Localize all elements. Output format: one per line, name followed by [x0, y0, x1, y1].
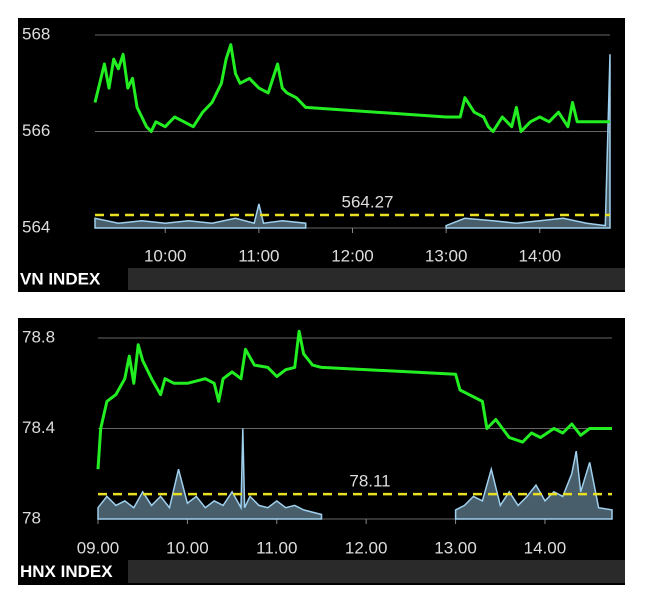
- x-tick-label: 09.00: [77, 538, 120, 557]
- chart-title: HNX INDEX: [20, 562, 113, 581]
- index-line: [96, 329, 612, 470]
- reference-label: 564.27: [342, 192, 394, 211]
- y-tick-label: 564: [22, 217, 50, 236]
- x-tick-label: 13:00: [425, 246, 468, 265]
- title-band: [18, 268, 625, 290]
- x-tick-label: 13.00: [434, 538, 477, 557]
- y-tick-label: 568: [22, 24, 50, 43]
- x-tick-label: 10.00: [166, 538, 209, 557]
- reference-label: 78.11: [349, 472, 390, 491]
- x-tick-label: 14.00: [524, 538, 567, 557]
- y-tick-label: 78: [22, 508, 41, 527]
- title-band-left: [18, 268, 128, 290]
- x-tick-label: 11.00: [256, 538, 297, 557]
- x-tick-label: 12:00: [331, 246, 374, 265]
- y-tick-label: 78.8: [22, 327, 55, 346]
- title-band: [18, 560, 625, 583]
- y-tick-label: 566: [22, 121, 50, 140]
- volume-area: [94, 54, 611, 229]
- title-band-left: [18, 560, 128, 583]
- x-tick-label: 11:00: [238, 246, 279, 265]
- x-tick-label: 12.00: [345, 538, 388, 557]
- x-tick-label: 14:00: [518, 246, 561, 265]
- panel: [18, 318, 625, 585]
- chart-title: VN INDEX: [20, 269, 101, 288]
- y-tick-label: 78.4: [22, 418, 55, 437]
- x-tick-label: 10:00: [144, 246, 187, 265]
- index-line: [93, 43, 610, 133]
